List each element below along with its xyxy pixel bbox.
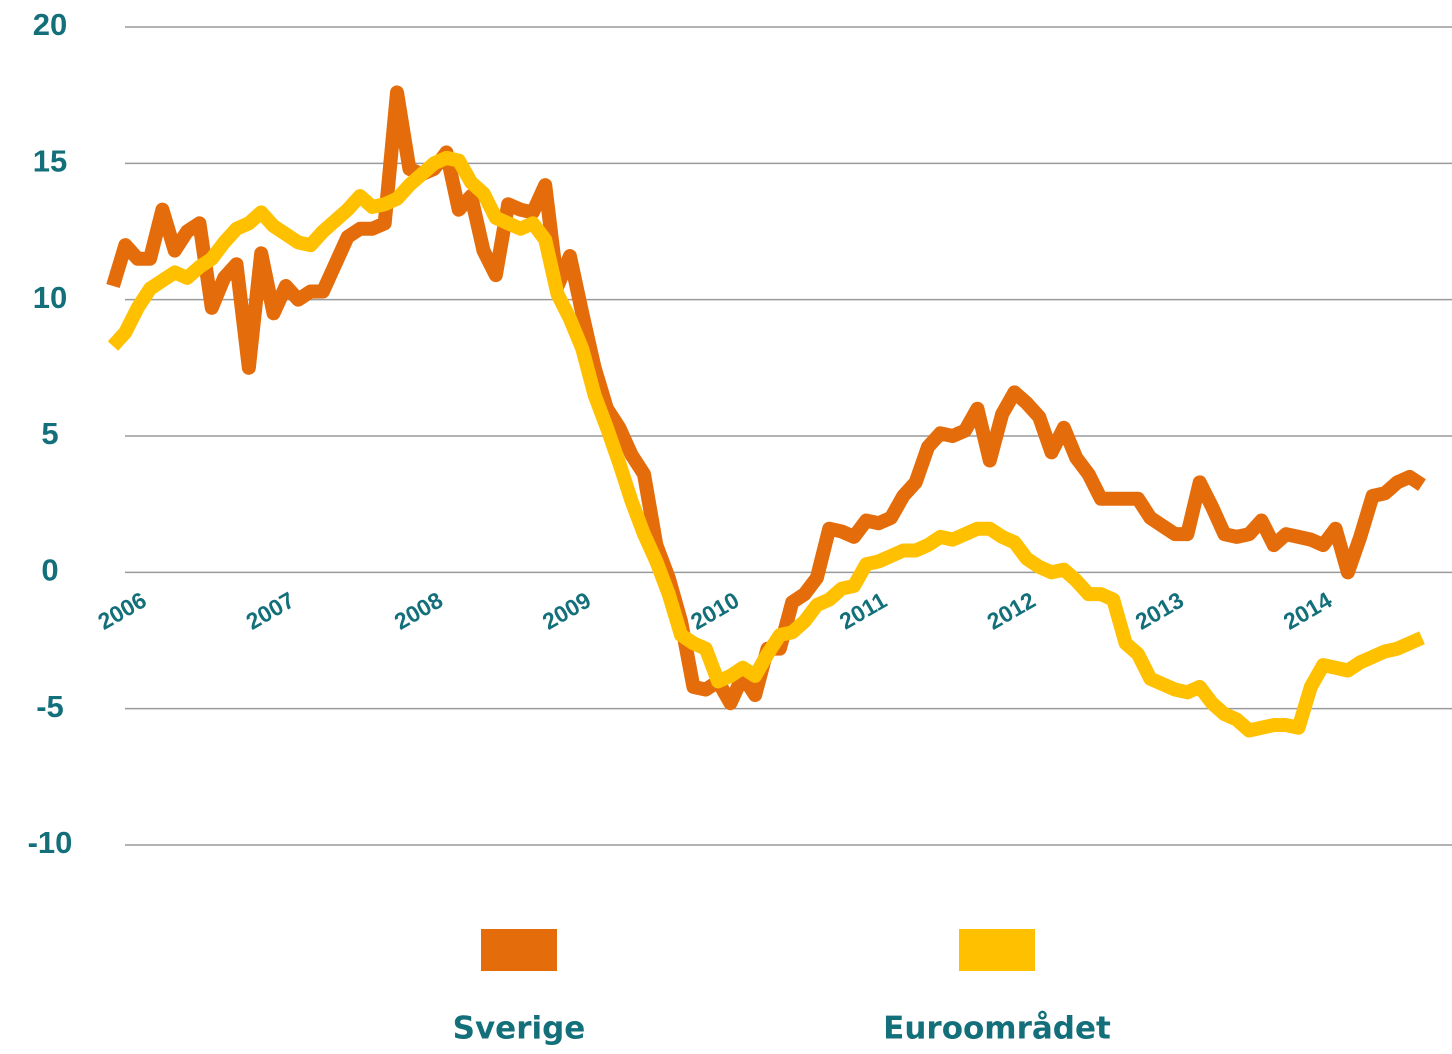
x-tick-label: 2012 [983,587,1040,635]
legend-swatch [481,929,557,971]
y-tick-label: 0 [41,553,58,588]
y-tick-label: 15 [33,144,67,179]
x-tick-label: 2013 [1131,587,1188,635]
y-tick-label: 5 [41,416,58,451]
y-tick-label: -10 [28,825,73,860]
x-tick-label: 2007 [242,587,299,635]
legend-label: Euroområdet [883,1011,1111,1047]
y-tick-label: 10 [33,280,67,315]
x-tick-label: 2014 [1279,587,1336,635]
x-tick-label: 2010 [686,587,743,635]
series-line [107,150,1425,738]
x-tick-label: 2009 [538,587,595,635]
series-line [106,85,1426,711]
legend-swatch [959,929,1035,971]
x-tick-label: 2006 [93,587,150,635]
y-tick-label: -5 [36,689,64,724]
y-tick-label: 20 [33,7,67,42]
legend-label: Sverige [453,1011,586,1047]
x-tick-label: 2008 [390,587,447,635]
